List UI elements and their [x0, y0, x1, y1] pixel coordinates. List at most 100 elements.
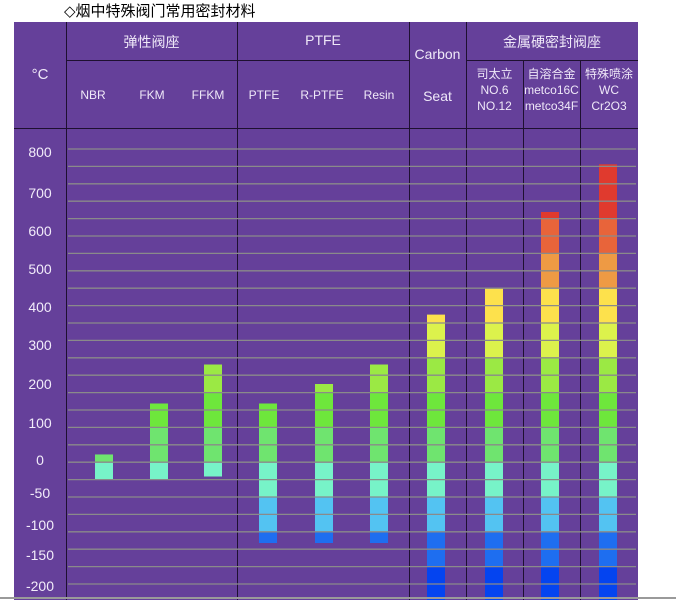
bar-segment: [599, 164, 617, 167]
bar-segment: [259, 514, 277, 532]
bar-segment: [204, 364, 222, 376]
unit-label: °C: [31, 66, 49, 83]
col-stellite-line2: NO.6: [480, 83, 509, 97]
col-stellite: 司太立 NO.6 NO.12: [466, 66, 523, 114]
col-nbr: NBR: [80, 88, 106, 102]
bar-segment: [204, 427, 222, 445]
bar-segment: [485, 479, 503, 497]
bar-segment: [485, 357, 503, 376]
bar-segment: [541, 218, 559, 236]
y-tick-label: 800: [28, 144, 52, 160]
col-spray-line3: Cr2O3: [591, 99, 627, 113]
bar-segment: [315, 427, 333, 445]
y-tick-label: 600: [28, 223, 52, 239]
bar-segment: [599, 288, 617, 306]
bar-segment: [259, 462, 277, 480]
bar-segment: [485, 549, 503, 567]
bar-segment: [485, 410, 503, 428]
y-tick-label: -200: [26, 578, 54, 594]
bar-segment: [370, 479, 388, 497]
bar-segment: [315, 410, 333, 428]
col-self-fluxing-line2: metco16C: [524, 83, 579, 97]
bar-segment: [259, 403, 277, 410]
divider: [237, 22, 238, 600]
bar-segment: [541, 549, 559, 567]
bar-segment: [541, 584, 559, 600]
col-self-fluxing-line3: metco34F: [524, 99, 579, 113]
y-tick-label: -100: [26, 517, 54, 533]
divider: [523, 60, 524, 600]
group-metal: 金属硬密封阀座: [503, 34, 601, 50]
divider: [14, 128, 638, 129]
bar-segment: [485, 514, 503, 532]
bar-segment: [315, 384, 333, 393]
bar-segment: [599, 479, 617, 497]
bar-segment: [599, 514, 617, 532]
bar-segment: [315, 392, 333, 410]
bar-segment: [485, 444, 503, 463]
bar-segment: [427, 410, 445, 428]
bar-segment: [315, 479, 333, 497]
y-tick-label: -50: [30, 485, 50, 501]
y-tick-label: -150: [26, 547, 54, 563]
group-elastic: 弹性阀座: [123, 34, 180, 50]
bar-segment: [427, 497, 445, 515]
y-tick-label: 700: [28, 185, 52, 201]
bar-segment: [541, 305, 559, 323]
col-ffkm: FFKM: [191, 88, 225, 102]
bar-segment: [259, 531, 277, 543]
bar-segment: [315, 462, 333, 480]
bar-segment: [427, 462, 445, 480]
bar-segment: [541, 212, 559, 219]
bar-segment: [370, 514, 388, 532]
bar-segment: [485, 566, 503, 584]
bar-segment: [541, 410, 559, 428]
bar-segment: [315, 497, 333, 515]
divider: [66, 22, 67, 600]
bar-segment: [95, 462, 113, 480]
col-r-ptfe: R-PTFE: [300, 88, 344, 102]
bar-segment: [599, 183, 617, 202]
col-self-fluxing: 自溶合金 metco16C metco34F: [523, 66, 580, 114]
bar-segment: [599, 462, 617, 480]
bar-segment: [599, 166, 617, 184]
bar-segment: [204, 392, 222, 410]
bar-segment: [599, 427, 617, 445]
bar-segment: [599, 444, 617, 463]
bar-segment: [541, 514, 559, 532]
bar-segment: [541, 392, 559, 410]
bar-segment: [541, 375, 559, 393]
bar-segment: [150, 462, 168, 480]
bar-segment: [599, 253, 617, 271]
bar-segment: [541, 288, 559, 306]
bar-segment: [259, 479, 277, 497]
bar-segment: [370, 462, 388, 480]
bar-segment: [427, 357, 445, 376]
bar-segment: [599, 566, 617, 584]
col-spray-line2: WC: [599, 83, 619, 97]
bar-segment: [541, 323, 559, 341]
bar-segment: [599, 323, 617, 341]
bar-segment: [427, 392, 445, 410]
bar-segment: [485, 375, 503, 393]
col-resin: Resin: [363, 88, 395, 102]
bar-segment: [370, 392, 388, 410]
bar-segment: [485, 427, 503, 445]
bar-segment: [259, 410, 277, 428]
bar-segment: [599, 375, 617, 393]
carbon-seat-label: Seat: [423, 88, 452, 104]
bar-segment: [427, 566, 445, 584]
bar-segment: [315, 514, 333, 532]
bar-segment: [599, 584, 617, 600]
bar-segment: [541, 236, 559, 254]
divider: [580, 60, 581, 600]
group-ptfe: PTFE: [305, 32, 341, 48]
bar-segment: [427, 514, 445, 532]
bar-segment: [427, 323, 445, 341]
bar-segment: [599, 201, 617, 219]
y-tick-label: 200: [28, 376, 52, 392]
bar-segment: [541, 427, 559, 445]
bar-segment: [204, 444, 222, 463]
bar-segment: [599, 357, 617, 376]
bar-segment: [150, 444, 168, 463]
